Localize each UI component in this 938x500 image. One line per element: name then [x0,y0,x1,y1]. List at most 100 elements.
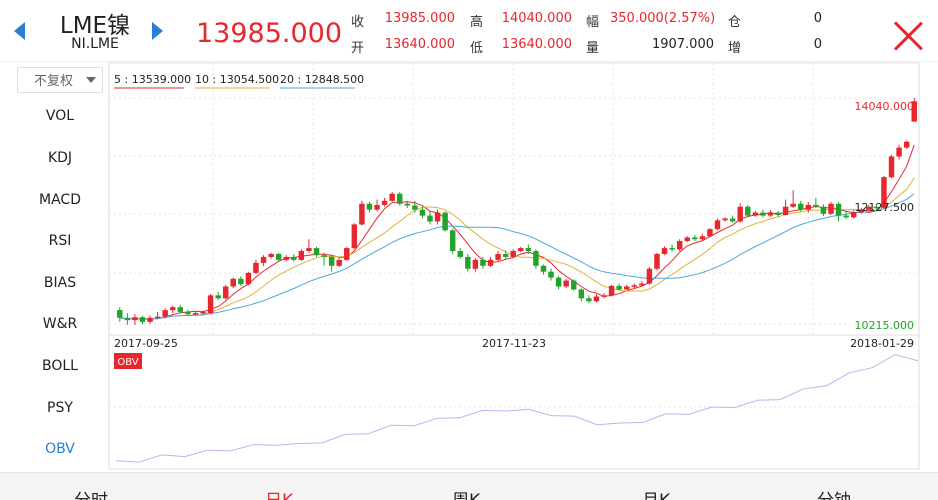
indicator-rsi[interactable]: RSI [48,233,72,249]
ma10-legend: 10 : 13054.500 [195,73,279,86]
candle-body [563,280,569,287]
candle-body [850,212,857,218]
candle-body [397,193,403,204]
candle-body [313,248,320,256]
candle-body [510,251,516,257]
candle-body [525,248,532,252]
kline-chart[interactable]: 5 : 13539.000 10 : 13054.500 20 : 12848.… [108,62,920,472]
candle-body [132,317,138,321]
candle-body [434,212,441,222]
candle-body [321,255,327,257]
candle-body [215,295,221,299]
tab-weekly-k[interactable]: 周K [452,486,480,500]
header-divider [0,61,938,62]
indicator-wr[interactable]: W&R [42,316,78,332]
candle-body [639,283,645,286]
candle-body [449,230,456,252]
candle-body [661,248,668,254]
candle-body [170,307,176,311]
candle-body [162,310,168,317]
candle-body [344,248,350,260]
candle-body [820,206,827,214]
ma20-line [119,193,915,320]
obv-panel [115,354,919,463]
close-icon[interactable] [892,20,924,52]
date-label-start: 2017-09-25 [114,337,178,350]
candle-body [798,203,804,210]
tab-daily-k[interactable]: 日K [265,486,293,500]
candle-body [366,203,373,210]
ma10-line [119,177,915,320]
indicator-vol[interactable]: VOL [45,108,75,124]
candle-body [495,253,501,260]
indicator-psy[interactable]: PSY [47,400,73,416]
candle-body [336,259,342,266]
instrument-code: NI.LME [71,36,119,52]
open-label: 开 [351,41,365,56]
indicator-bias[interactable]: BIAS [43,275,77,291]
candle-body [268,253,274,257]
candle-body [699,236,706,240]
date-label-mid: 2017-11-23 [482,337,546,350]
candle-body [608,285,615,296]
close-value: 13985.000 [384,11,455,26]
indicator-sidebar: 不复权 VOL KDJ MACD RSI BIAS W&R BOLL PSY O… [0,62,108,472]
high-value: 14040.000 [501,11,572,26]
prev-arrow-icon[interactable] [14,22,25,40]
candle-body [707,229,713,237]
close-label: 收 [351,15,365,30]
candle-body [291,256,297,260]
candle-body [782,206,789,215]
candle-body [238,278,244,285]
candle-body [896,147,902,157]
period-tab-bar: 分时 日K 周K 月K 分钟 [0,472,938,500]
chart-frame [108,62,920,470]
candle-body [911,101,917,122]
candle-body [147,317,153,322]
price-max-label: 14040.000 [855,100,915,113]
candle-body [729,218,736,222]
adjust-dropdown[interactable]: 不复权 [17,67,103,93]
candle-body [767,212,774,216]
next-arrow-icon[interactable] [152,22,163,40]
candle-body [760,212,766,216]
candle-body [586,298,592,302]
indicator-obv[interactable]: OBV [45,441,75,457]
indicator-boll[interactable]: BOLL [42,358,78,374]
candle-body [245,272,252,285]
candle-body [404,203,411,206]
candle-body [139,317,146,322]
change-value: 350.000(2.57%) [610,11,716,26]
low-label: 低 [470,41,484,56]
candle-body [684,237,690,241]
indicator-macd[interactable]: MACD [39,192,81,208]
candle-body [381,200,388,205]
candle-body [472,259,479,269]
candles [117,98,917,325]
ma-legend: 5 : 13539.000 10 : 13054.500 20 : 12848.… [114,73,364,89]
candle-body [518,248,524,252]
candle-body [866,206,872,210]
candle-body [222,286,229,299]
candle-body [487,259,494,266]
tab-monthly-k[interactable]: 月K [642,486,670,500]
indicator-kdj[interactable]: KDJ [47,150,73,166]
candle-body [828,203,834,214]
candle-body [253,262,259,273]
candle-body [359,203,365,225]
change-label: 幅 [586,15,600,30]
candle-body [185,311,191,315]
candle-body [813,204,819,207]
price-min-label: 10215.000 [855,319,915,332]
candle-body [843,215,849,218]
tab-minute[interactable]: 分钟 [817,486,851,500]
tab-intraday[interactable]: 分时 [74,486,108,500]
candle-body [858,209,864,213]
candle-body [117,310,123,318]
candle-body [419,209,426,216]
candle-body [593,296,600,302]
candle-body [752,212,759,216]
ma5-line [119,144,915,320]
candle-body [669,248,675,250]
candle-body [154,316,161,319]
